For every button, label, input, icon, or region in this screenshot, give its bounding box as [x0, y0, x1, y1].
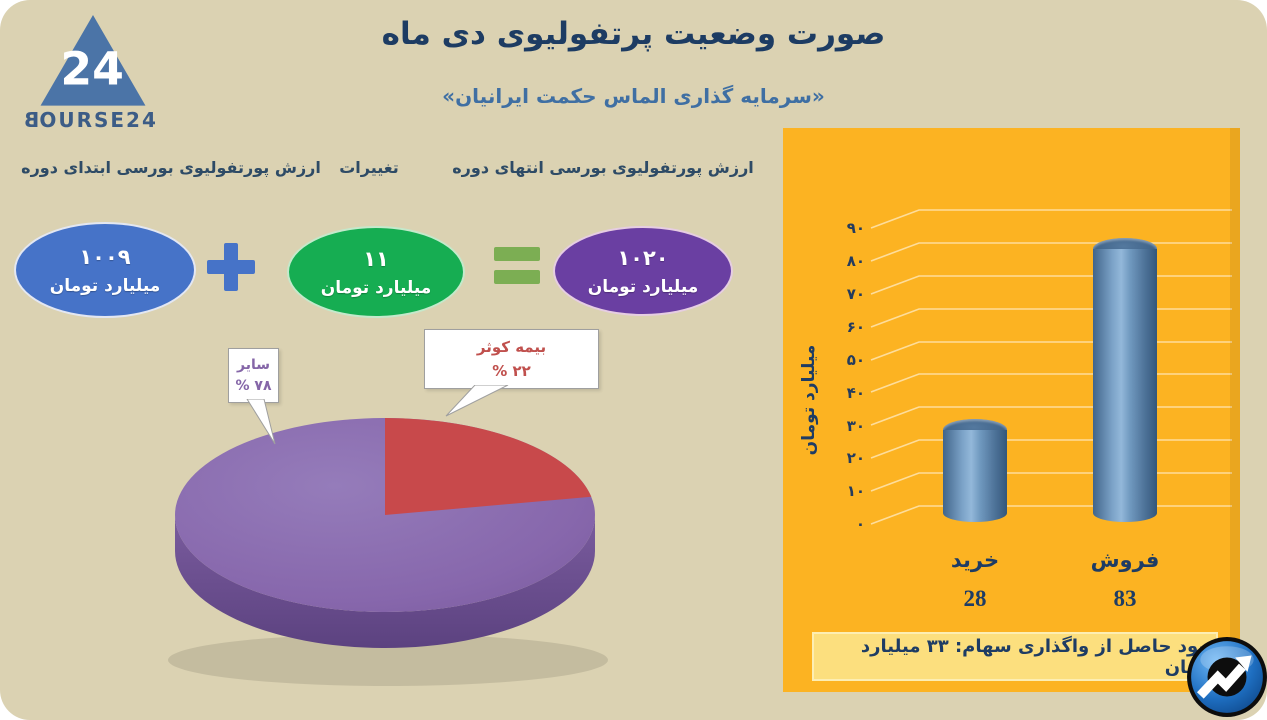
callout-pointer-kowsar — [445, 385, 509, 417]
y-tick-90: ۹۰ — [846, 219, 865, 237]
change-value: ۱۱ — [363, 246, 389, 271]
value-label-buy: 28 — [963, 586, 987, 611]
y-tick-40: ۴۰ — [846, 384, 865, 402]
category-label-buy: خرید — [950, 548, 1000, 572]
start-value: ۱۰۰۹ — [79, 244, 131, 269]
callout-pointer-other — [246, 399, 276, 445]
changes-label: تغییرات — [339, 158, 399, 177]
y-tick-80: ۸۰ — [846, 252, 865, 270]
bar-sell-body — [1093, 249, 1157, 522]
kowsar-label: بیمه کوثر — [476, 338, 547, 356]
value-label-sell: 83 — [1113, 586, 1137, 611]
y-tick-20: ۲۰ — [846, 449, 865, 467]
other-percent: ۷۸ % — [235, 377, 272, 394]
bar-buy — [943, 419, 1007, 522]
y-tick-50: ۵۰ — [846, 351, 865, 369]
y-tick-60: ۶۰ — [846, 318, 865, 336]
other-label: سایر — [237, 356, 270, 373]
logo-wordmark: BOURSE24 — [20, 108, 160, 132]
end-value: ۱۰۲۰ — [617, 245, 669, 270]
kowsar-percent: ۲۲ % — [492, 362, 531, 380]
page-subtitle: «سرمایه گذاری الماس حکمت ایرانیان» — [442, 84, 825, 108]
logo-letter-b: B — [22, 108, 40, 132]
logo-number: 24 — [60, 42, 124, 95]
page-title: صورت وضعیت پرتفولیوی دی ماه — [381, 16, 886, 52]
logo-triangle — [40, 15, 146, 106]
y-tick-10: ۱۰ — [846, 482, 865, 500]
pie-callout-kowsar: بیمه کوثر ۲۲ % — [424, 329, 599, 389]
pie-shadow — [168, 634, 608, 686]
pie-callout-other: سایر ۷۸ % — [228, 348, 279, 403]
pie-slice-kowsar — [385, 418, 592, 515]
y-tick-30: ۳۰ — [846, 417, 865, 435]
logo-word-rest: OURSE24 — [39, 108, 158, 132]
bar-sell — [1093, 238, 1157, 522]
profit-note: سود حاصل از واگذاری سهام: ۳۳ میلیارد توم… — [812, 632, 1218, 681]
y-axis-title: میلیارد تومان — [799, 344, 819, 456]
end-value-oval: ۱۰۲۰ میلیارد تومان — [553, 226, 733, 316]
start-period-label: ارزش پورتفولیوی بورسی ابتدای دوره — [21, 158, 321, 177]
bar-chart-panel: ۹۰ ۸۰ ۷۰ ۶۰ ۵۰ ۴۰ ۳۰ ۲۰ ۱۰ ۰ میلیارد توم… — [783, 128, 1240, 692]
equals-icon — [494, 247, 540, 284]
start-value-oval: ۱۰۰۹ میلیارد تومان — [14, 222, 196, 318]
y-tick-70: ۷۰ — [846, 285, 865, 303]
end-unit: میلیارد تومان — [587, 276, 699, 297]
change-value-oval: ۱۱ میلیارد تومان — [287, 226, 465, 318]
pie-chart — [168, 418, 608, 686]
bar-buy-body — [943, 430, 1007, 522]
start-unit: میلیارد تومان — [49, 275, 161, 296]
plus-icon — [207, 243, 255, 291]
category-label-sell: فروش — [1090, 548, 1160, 572]
end-period-label: ارزش پورتفولیوی بورسی انتهای دوره — [452, 158, 754, 177]
bourse24-roundel-icon — [1187, 637, 1267, 717]
bourse24-triangle-logo: 24 — [40, 15, 146, 106]
change-unit: میلیارد تومان — [320, 277, 432, 298]
y-tick-0: ۰ — [855, 515, 865, 533]
pie-side-wall — [175, 515, 595, 648]
